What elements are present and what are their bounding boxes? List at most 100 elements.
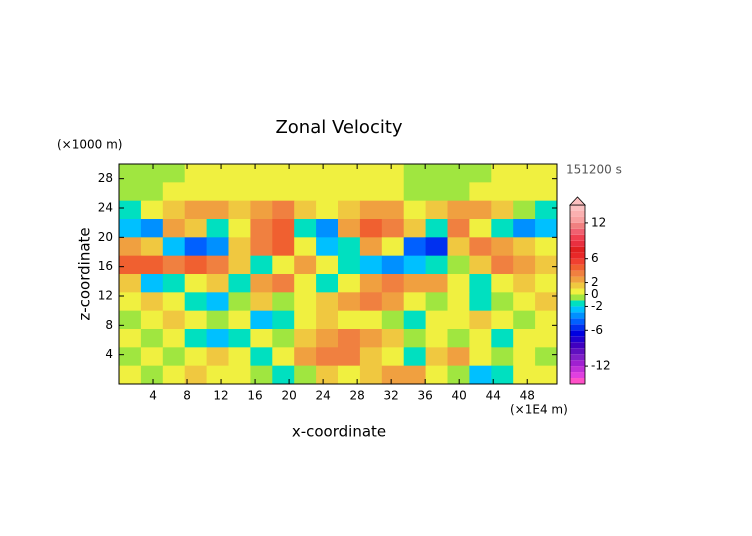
cell [119, 164, 142, 183]
cell [469, 310, 492, 330]
colorbar-box [570, 205, 585, 211]
y-tick-label: 24 [98, 201, 113, 215]
cell [535, 292, 558, 312]
cell [359, 365, 383, 385]
cell [272, 329, 295, 348]
cell [469, 200, 492, 220]
cell [294, 347, 317, 367]
cell [140, 292, 164, 312]
cell [250, 164, 273, 183]
cell [491, 329, 514, 348]
cell [491, 292, 514, 312]
cell [447, 292, 470, 312]
cell [359, 237, 383, 257]
cell [403, 219, 427, 238]
colorbar-tick-label: 6 [591, 251, 599, 265]
cell [359, 200, 383, 220]
cell [140, 164, 164, 183]
cell [535, 164, 558, 183]
cell [403, 200, 427, 220]
cell [403, 164, 427, 183]
colorbar-box [570, 258, 585, 265]
y-tick-label: 4 [105, 347, 113, 361]
cell [513, 237, 536, 257]
cell [359, 182, 383, 202]
time-label: 151200 s [566, 163, 622, 177]
cell [535, 182, 558, 202]
cell [140, 219, 164, 238]
cell [162, 329, 186, 348]
cell [425, 292, 448, 312]
colorbar-box [570, 210, 585, 217]
cell [425, 237, 448, 257]
cell [338, 347, 361, 367]
colorbar-box [570, 306, 585, 313]
x-tick-label: 44 [486, 389, 501, 403]
cell [228, 237, 251, 257]
cell [425, 255, 448, 275]
cell [491, 347, 514, 367]
colorbar-box [570, 336, 585, 343]
cell [206, 255, 229, 275]
cell [140, 365, 164, 385]
cell [338, 200, 361, 220]
cell [513, 200, 536, 220]
cell [228, 292, 251, 312]
cell [359, 310, 383, 330]
cell [206, 347, 229, 367]
colorbar-box [570, 300, 585, 307]
cell [381, 310, 405, 330]
x-tick-label: 8 [183, 389, 191, 403]
cell [272, 310, 295, 330]
cell [381, 219, 405, 238]
cell [491, 365, 514, 385]
cell [206, 329, 229, 348]
cell [206, 219, 229, 238]
cell [140, 182, 164, 202]
cell [119, 200, 142, 220]
cell [425, 200, 448, 220]
cell [206, 292, 229, 312]
cell [119, 255, 142, 275]
x-axis-label: x-coordinate [292, 423, 386, 441]
cell [316, 182, 339, 202]
cell [294, 310, 317, 330]
cell [119, 274, 142, 293]
cell [272, 237, 295, 257]
cell [250, 347, 273, 367]
cell [381, 255, 405, 275]
cell [250, 237, 273, 257]
cell [184, 182, 208, 202]
colorbar-box [570, 294, 585, 301]
colorbar-box [570, 330, 585, 337]
cell [403, 255, 427, 275]
colorbar-box [570, 222, 585, 229]
cell [491, 255, 514, 275]
cell [184, 292, 208, 312]
cell [272, 255, 295, 275]
cell [316, 219, 339, 238]
cell [381, 164, 405, 183]
cell [491, 310, 514, 330]
colorbar-box [570, 246, 585, 253]
plot-frame [118, 163, 558, 385]
cell [403, 347, 427, 367]
cell [469, 219, 492, 238]
cell [119, 347, 142, 367]
cell [447, 255, 470, 275]
cell [338, 329, 361, 348]
cell [491, 274, 514, 293]
y-tick-label: 12 [98, 289, 113, 303]
cell [206, 274, 229, 293]
colorbar-box [570, 324, 585, 331]
cell [228, 329, 251, 348]
cell [162, 347, 186, 367]
cell [403, 329, 427, 348]
cell [535, 200, 558, 220]
cell [338, 219, 361, 238]
cell [381, 274, 405, 293]
cell [535, 347, 558, 367]
cell [250, 219, 273, 238]
colorbar-box [570, 282, 585, 289]
cell [272, 200, 295, 220]
